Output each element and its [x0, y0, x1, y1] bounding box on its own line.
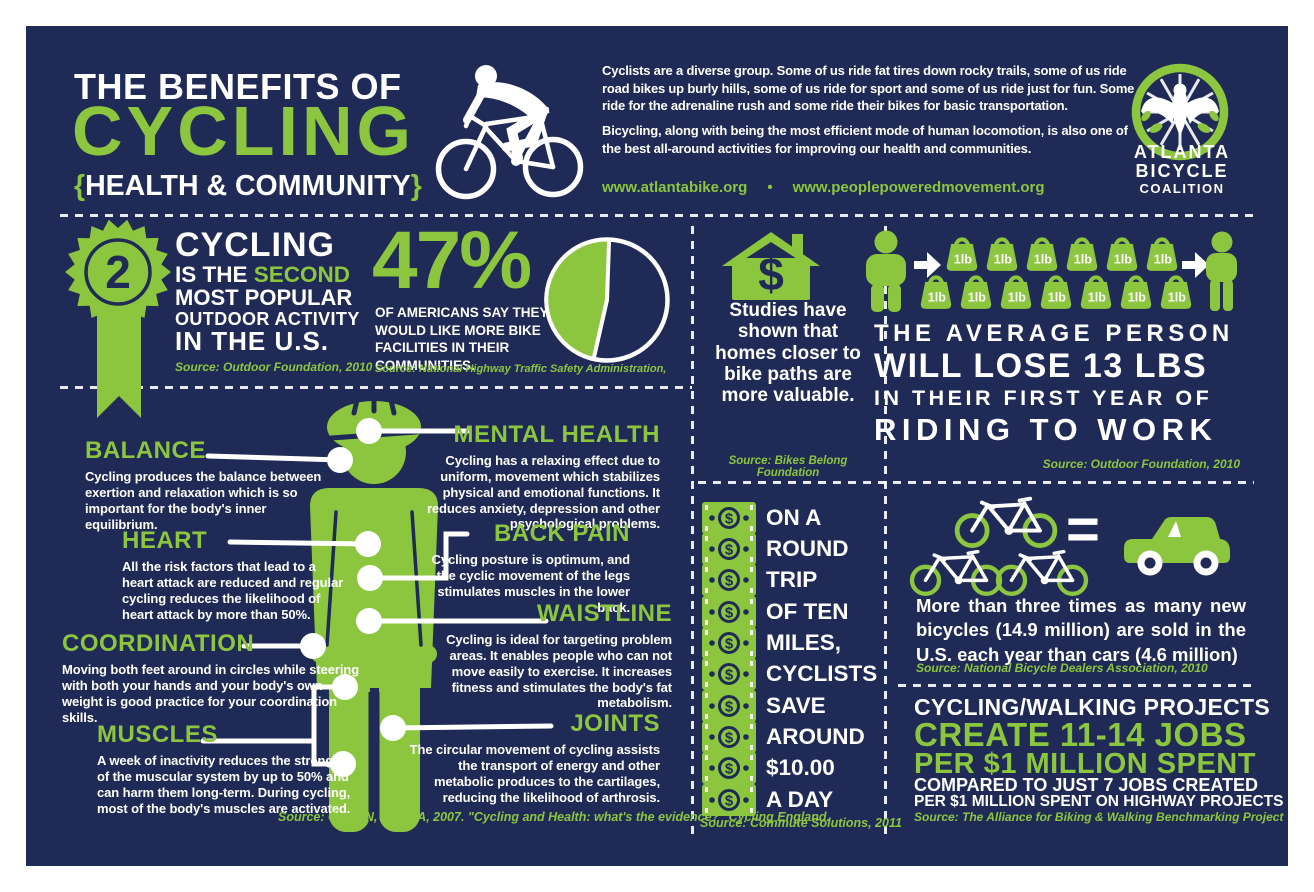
homes-text: Studies have shown that homes closer to …	[715, 300, 861, 407]
benefit-heart: HEART All the risk factors that lead to …	[122, 527, 350, 622]
benefit-mental-health-title: MENTAL HEALTH	[453, 421, 660, 448]
benefit-coordination-title: COORDINATION	[62, 630, 255, 657]
body-benefits-source: Source: Cavill N, Davis A, 2007. "Cyclin…	[278, 810, 831, 824]
savings-word: ROUND	[766, 536, 849, 561]
benefit-balance-title: BALANCE	[85, 437, 206, 464]
benefit-joints: JOINTS The circular movement of cycling …	[398, 710, 660, 805]
popularity-headline: CYCLING IS THE SECOND MOST POPULAR OUTDO…	[175, 226, 373, 375]
benefit-joints-title: JOINTS	[570, 710, 660, 737]
facilities-description: OF AMERICANS SAY THEY WOULD LIKE MORE BI…	[375, 305, 549, 373]
weight-loss-line2: WILL LOSE 13 LBS	[874, 347, 1208, 385]
popularity-line3: MOST POPULAR	[175, 284, 353, 310]
title-prefix: THE BENEFITS OF	[74, 66, 402, 107]
homes-source: Source: Bikes Belong Foundation	[728, 455, 848, 479]
popularity-line2-prefix: IS THE	[175, 262, 254, 288]
savings-word: TRIP	[766, 567, 818, 592]
logo-line2: BICYCLE	[1135, 161, 1229, 182]
benefit-back-pain-title: BACK PAIN	[493, 520, 630, 547]
intro-paragraph-1: Cyclists are a diverse group. Some of us…	[602, 63, 1135, 114]
benefit-back-pain: BACK PAIN Cycling posture is optimum, an…	[424, 520, 631, 615]
benefit-muscles: MUSCLES A week of inactivity reduces the…	[97, 721, 359, 816]
equals-sign: =	[1066, 497, 1100, 562]
popularity-line1: CYCLING	[175, 226, 335, 264]
savings-word: SAVE	[766, 693, 826, 718]
savings-word: OF TEN	[766, 599, 849, 624]
weight-loss-source: Source: Outdoor Foundation, 2010	[1042, 457, 1240, 471]
benefit-waistline: WAISTLINE Cycling is ideal for targeting…	[420, 600, 672, 711]
link-separator-dot: •	[767, 179, 773, 196]
benefit-muscles-title: MUSCLES	[97, 721, 218, 748]
link-atlantabike[interactable]: www.atlantabike.org	[602, 179, 748, 196]
divider-vertical-2	[884, 226, 887, 838]
benefit-balance: BALANCE Cycling produces the balance bet…	[85, 437, 325, 532]
jobs-line3: PER $1 MILLION SPENT	[914, 748, 1256, 780]
facilities-stat: 47%	[372, 215, 532, 306]
divider-left-top	[60, 386, 692, 389]
jobs-line1: CYCLING/WALKING PROJECTS	[914, 694, 1271, 720]
divider-right-low	[898, 684, 1254, 687]
popularity-source: Source: Outdoor Foundation, 2010	[175, 360, 373, 375]
weight-loss-line1: THE AVERAGE PERSON	[874, 320, 1234, 347]
popularity-line2-highlight: SECOND	[253, 262, 351, 288]
benefit-coordination-text: Moving both feet around in circles while…	[62, 662, 360, 725]
divider-vertical-1	[691, 226, 694, 838]
popularity-line4: OUTDOOR ACTIVITY	[175, 308, 360, 329]
jobs-line4: COMPARED TO JUST 7 JOBS CREATED	[914, 775, 1259, 795]
benefit-waistline-title: WAISTLINE	[536, 600, 672, 627]
bike-sales-source: Source: National Bicycle Dealers Associa…	[916, 661, 1208, 675]
intro-paragraph-2: Bicycling, along with being the most eff…	[602, 123, 1128, 156]
jobs-line5: PER $1 MILLION SPENT ON HIGHWAY PROJECTS	[914, 793, 1284, 810]
benefit-heart-text: All the risk factors that lead to a hear…	[122, 559, 344, 622]
logo-wordmark: ATLANTA BICYCLE COALITION	[1124, 142, 1240, 196]
benefit-balance-text: Cycling produces the balance between exe…	[85, 469, 322, 532]
savings-word: CYCLISTS	[766, 661, 878, 686]
weight-loss-line3: IN THEIR FIRST YEAR OF	[874, 386, 1213, 410]
jobs-source: Source: The Alliance for Biking & Walkin…	[914, 810, 1284, 824]
popularity-line2: IS THE SECOND	[175, 263, 372, 286]
poster-background	[26, 26, 1288, 866]
facilities-source: Source: National Highway Traffic Safety …	[375, 363, 667, 375]
savings-word: ON A	[766, 505, 822, 530]
benefit-mental-health-text: Cycling has a relaxing effect due to uni…	[426, 453, 660, 532]
savings-word: AROUND	[766, 724, 865, 749]
benefit-heart-title: HEART	[122, 527, 208, 554]
benefit-muscles-text: A week of inactivity reduces the strengt…	[97, 753, 351, 816]
benefit-coordination: COORDINATION Moving both feet around in …	[62, 630, 364, 725]
logo-line1: ATLANTA	[1133, 142, 1231, 162]
savings-word: A DAY	[766, 787, 834, 812]
benefit-mental-health: MENTAL HEALTH Cycling has a relaxing eff…	[408, 421, 660, 532]
benefit-back-pain-text: Cycling posture is optimum, and the cycl…	[431, 552, 631, 615]
popularity-line5: IN THE U.S.	[175, 326, 330, 357]
brace-open: {	[74, 170, 86, 202]
savings-word: MILES,	[766, 630, 842, 655]
jobs-line2: CREATE 11-14 JOBS	[914, 716, 1247, 753]
savings-word: $10.00	[766, 755, 835, 780]
website-links: www.atlantabike.org • www.peoplepoweredmov…	[602, 179, 1045, 196]
bike-sales-text: More than three times as many new bicycl…	[916, 595, 1246, 665]
divider-right-mid	[698, 481, 1254, 484]
logo-line3: COALITION	[1139, 180, 1225, 196]
brace-close: }	[410, 170, 422, 202]
benefit-joints-text: The circular movement of cycling assists…	[409, 742, 660, 805]
subtitle-text: HEALTH & COMMUNITY	[85, 170, 411, 202]
savings-source: Source: Commute Solutions, 2011	[700, 816, 902, 830]
link-peoplepoweredmovement[interactable]: www.peoplepoweredmovement.org	[792, 179, 1045, 196]
benefit-waistline-text: Cycling is ideal for targeting problem a…	[446, 632, 672, 711]
title-subtitle: {HEALTH & COMMUNITY}	[74, 170, 422, 203]
weight-loss-line4: RIDING TO WORK	[874, 412, 1218, 447]
title-main: CYCLING	[72, 92, 415, 170]
divider-header	[60, 214, 1254, 217]
